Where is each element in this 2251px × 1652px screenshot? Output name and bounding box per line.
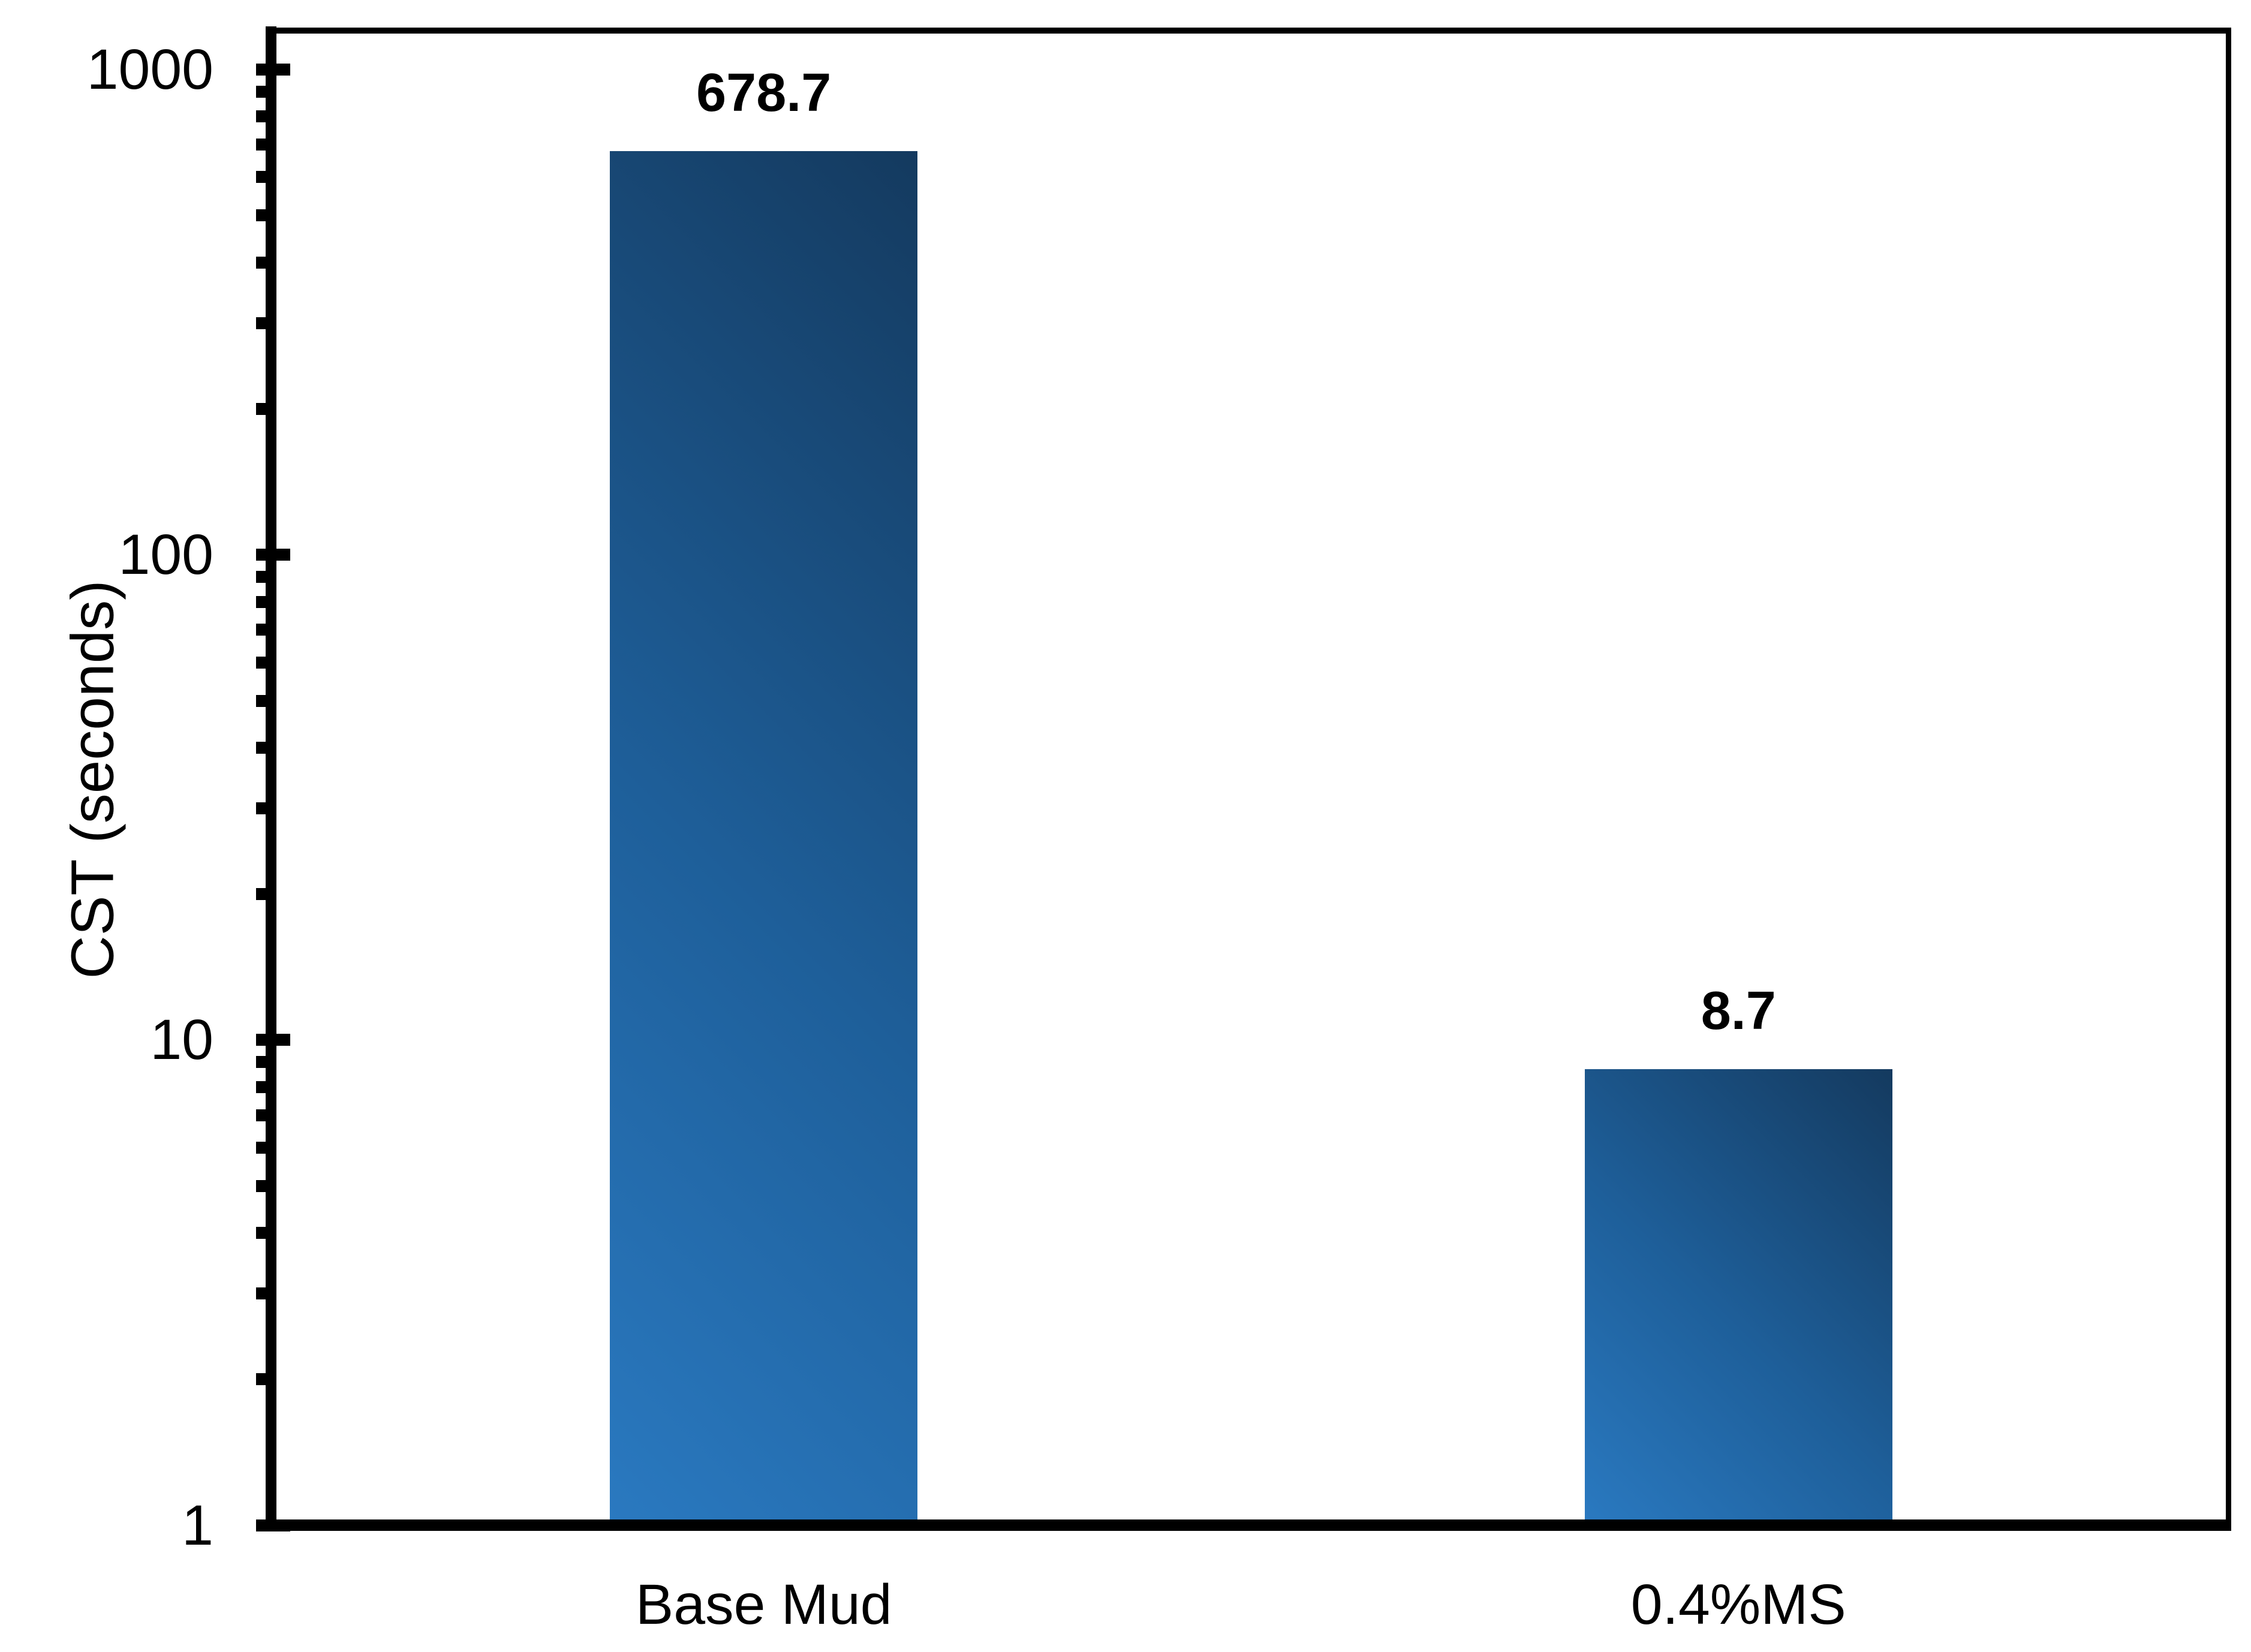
- y-minor-tick: [256, 139, 266, 151]
- y-minor-tick: [256, 256, 266, 269]
- y-major-tick: [256, 549, 290, 561]
- y-axis-title: CST (seconds): [59, 580, 127, 979]
- y-tick-label-100: 100: [118, 523, 213, 587]
- y-minor-tick: [256, 595, 266, 608]
- y-major-tick: [256, 63, 290, 76]
- y-minor-tick: [256, 110, 266, 123]
- plot-area-border: [271, 28, 2231, 1531]
- y-minor-tick: [256, 656, 266, 669]
- y-minor-tick: [256, 624, 266, 636]
- y-minor-tick: [256, 1179, 266, 1192]
- y-minor-tick: [256, 571, 266, 583]
- bar-base-mud: [610, 151, 918, 1519]
- y-axis-line: [266, 26, 276, 1531]
- data-label-04pct-ms: 8.7: [1701, 981, 1776, 1042]
- y-tick-label-10: 10: [150, 1008, 213, 1072]
- x-axis-line: [266, 1519, 2231, 1531]
- x-category-label-04pct-ms: 0.4%MS: [1630, 1573, 1846, 1636]
- data-label-base-mud: 678.7: [696, 63, 832, 124]
- y-minor-tick: [256, 402, 266, 415]
- x-category-label-base-mud: Base Mud: [635, 1573, 892, 1636]
- y-minor-tick: [256, 802, 266, 815]
- y-minor-tick: [256, 1141, 266, 1154]
- y-minor-tick: [256, 887, 266, 900]
- y-tick-label-1: 1: [182, 1493, 213, 1557]
- y-tick-label-1000: 1000: [86, 37, 213, 101]
- y-minor-tick: [256, 1081, 266, 1093]
- y-minor-tick: [256, 85, 266, 98]
- y-minor-tick: [256, 742, 266, 754]
- y-minor-tick: [256, 694, 266, 707]
- y-minor-tick: [256, 1227, 266, 1239]
- y-major-tick: [256, 1034, 290, 1046]
- y-minor-tick: [256, 1109, 266, 1121]
- y-minor-tick: [256, 209, 266, 222]
- y-minor-tick: [256, 1056, 266, 1069]
- y-minor-tick: [256, 171, 266, 183]
- y-minor-tick: [256, 1287, 266, 1300]
- y-minor-tick: [256, 317, 266, 329]
- y-minor-tick: [256, 1373, 266, 1385]
- y-major-tick: [256, 1519, 290, 1531]
- bar-04pct-ms: [1584, 1069, 1892, 1519]
